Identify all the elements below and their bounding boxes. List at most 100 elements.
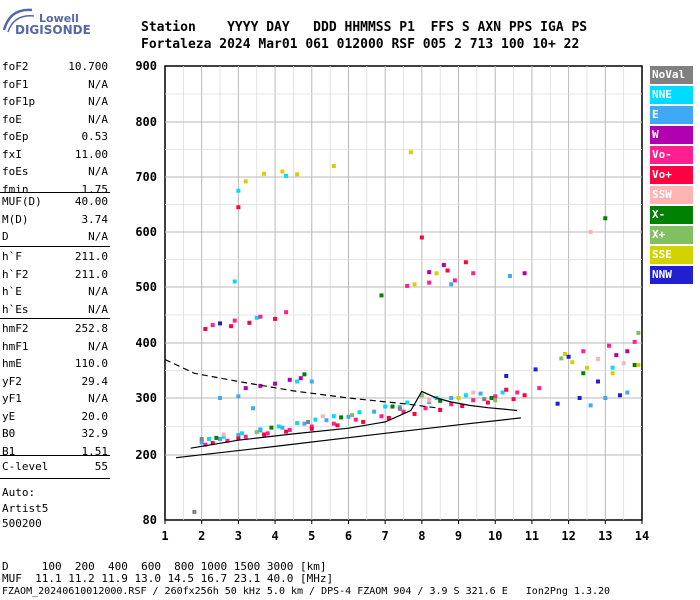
- param-b0: B0 32.9: [2, 427, 108, 445]
- data-point-sse: [280, 169, 285, 174]
- legend-item-ssw: SSW: [650, 186, 693, 204]
- param-label: foE: [2, 112, 22, 126]
- param-md: M(D) 3.74: [2, 213, 108, 231]
- data-point-nne: [383, 404, 388, 409]
- param-value: 110.0: [74, 357, 108, 370]
- footer-distance: D 100 200 400 600 800 1000 1500 3000 [km…: [2, 560, 327, 573]
- param-label: foF1: [2, 77, 29, 91]
- data-point-vo: [405, 283, 410, 288]
- data-point-x: [632, 363, 637, 367]
- param-separator: [0, 455, 110, 456]
- param-b1: B1 1.51: [2, 445, 108, 463]
- data-point-vo: [485, 400, 490, 405]
- data-point-vo: [515, 390, 520, 395]
- data-point-ssw: [621, 361, 626, 366]
- data-point-vo: [504, 387, 509, 392]
- data-point-vo: [412, 411, 417, 416]
- param-hf: h`F 211.0: [2, 250, 108, 268]
- data-point-vo: [423, 406, 428, 411]
- param-value: N/A: [88, 112, 108, 126]
- data-point-vo: [258, 314, 263, 319]
- data-point-vo: [427, 280, 432, 285]
- param-ye: yE 20.0: [2, 410, 108, 428]
- data-point-sse: [636, 363, 641, 367]
- param-foe: foE N/A: [2, 113, 108, 131]
- data-point-w: [258, 383, 263, 388]
- profile-line-trace: [190, 390, 518, 449]
- data-point-vo: [452, 278, 457, 283]
- legend-item-sse: SSE: [650, 246, 693, 264]
- data-point-nne: [236, 188, 241, 193]
- data-point-vo: [537, 386, 542, 391]
- data-point-vo: [445, 268, 450, 273]
- data-point-x: [390, 404, 395, 409]
- data-point-e: [309, 379, 314, 384]
- data-point-x: [254, 430, 259, 435]
- x-tick-label: 3: [235, 529, 242, 543]
- data-point-vo: [203, 327, 208, 331]
- legend-item-vo: Vo-: [650, 146, 693, 164]
- legend-item-vo: Vo+: [650, 166, 693, 184]
- data-point-vo: [331, 421, 336, 426]
- data-point-vo: [581, 349, 586, 354]
- auto-info-line: Auto:: [2, 486, 36, 499]
- data-point-x: [214, 435, 219, 440]
- x-tick-label: 13: [598, 529, 612, 543]
- legend-item-w: W: [650, 126, 693, 144]
- param-label: D: [2, 230, 9, 243]
- data-point-e: [449, 396, 454, 400]
- data-point-x: [581, 371, 586, 376]
- param-value: 11.00: [74, 147, 108, 161]
- data-point-e: [372, 409, 377, 414]
- y-tick-label: 700: [135, 170, 157, 184]
- data-point-vo: [236, 205, 241, 210]
- legend-item-x: X+: [650, 226, 693, 244]
- data-point-nne: [331, 414, 336, 419]
- param-label: hmF2: [2, 322, 29, 335]
- param-separator: [0, 246, 110, 247]
- data-point-ssw: [471, 390, 476, 395]
- data-point-vo: [379, 414, 384, 419]
- param-label: B0: [2, 427, 16, 440]
- data-point-vo: [361, 419, 366, 424]
- x-tick-label: 2: [198, 529, 205, 543]
- data-point-vo: [210, 441, 215, 446]
- param-value: 3.74: [81, 212, 109, 226]
- data-point-nnw: [218, 321, 223, 326]
- footer-muf: MUF 11.1 11.2 11.9 13.0 14.5 16.7 23.1 4…: [2, 572, 334, 585]
- data-point-vo: [273, 316, 278, 321]
- x-tick-label: 12: [561, 529, 575, 543]
- data-point-x: [269, 425, 274, 430]
- data-point-vo: [471, 398, 476, 403]
- param-label: M(D): [2, 212, 29, 226]
- data-point-noval: [482, 397, 487, 402]
- y-tick-label: 900: [135, 59, 157, 73]
- data-point-e: [251, 406, 256, 411]
- data-point-x: [419, 393, 424, 398]
- ionogram-chart: 1 2 3 4 5 6 7 8 9 10 11 12 13 14802003004005006007008…: [135, 59, 649, 543]
- x-tick-label: 9: [455, 529, 462, 543]
- data-point-vo: [284, 429, 289, 434]
- data-point-nnw: [555, 401, 560, 406]
- data-point-vo: [262, 432, 267, 437]
- data-point-e: [449, 282, 454, 287]
- param-label: MUF(D): [2, 195, 42, 208]
- data-point-sse: [408, 150, 413, 155]
- auto-info-line: 500200: [2, 517, 42, 530]
- data-point-vo: [232, 318, 237, 323]
- data-point-w: [273, 381, 278, 386]
- y-tick-label: 400: [135, 336, 157, 350]
- data-point-vo: [243, 434, 248, 439]
- data-point-sse: [243, 179, 248, 184]
- data-point-ssw: [588, 230, 593, 234]
- data-point-nne: [357, 410, 362, 415]
- param-hmf1: hmF1 N/A: [2, 340, 108, 358]
- data-point-vo: [287, 427, 292, 432]
- data-point-vo: [522, 393, 527, 398]
- data-point-vo: [225, 438, 230, 443]
- param-foes: foEs N/A: [2, 165, 108, 183]
- param-label: yE: [2, 409, 16, 423]
- param-value: N/A: [88, 165, 108, 178]
- data-point-vo: [606, 343, 611, 348]
- data-point-e: [603, 396, 608, 400]
